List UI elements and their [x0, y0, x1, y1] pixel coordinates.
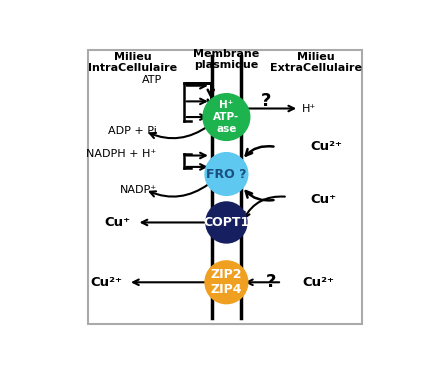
Text: ?: ? [265, 273, 275, 291]
Text: Milieu
IntraCellulaire: Milieu IntraCellulaire [88, 51, 177, 73]
Text: NADP⁺: NADP⁺ [119, 185, 156, 195]
Text: Cu²⁺: Cu²⁺ [90, 276, 122, 289]
Text: NADPH + H⁺: NADPH + H⁺ [86, 149, 156, 159]
Text: FRO ?: FRO ? [206, 168, 246, 181]
Text: Cu²⁺: Cu²⁺ [301, 276, 333, 289]
Text: H⁺
ATP-
ase: H⁺ ATP- ase [213, 100, 239, 134]
Ellipse shape [205, 202, 246, 243]
Text: Cu²⁺: Cu²⁺ [310, 141, 342, 154]
Ellipse shape [205, 261, 247, 304]
Text: Cu⁺: Cu⁺ [310, 193, 336, 206]
Text: ?: ? [261, 92, 271, 110]
Ellipse shape [203, 94, 249, 140]
Text: Membrane
plasmique: Membrane plasmique [193, 49, 259, 70]
Ellipse shape [205, 153, 247, 195]
Text: ATP: ATP [142, 75, 162, 85]
Text: ZIP2
ZIP4: ZIP2 ZIP4 [210, 268, 242, 296]
Text: H⁺: H⁺ [301, 104, 315, 114]
Text: COPT1: COPT1 [203, 216, 249, 229]
Text: Cu⁺: Cu⁺ [105, 216, 131, 229]
Text: Milieu
ExtraCellulaire: Milieu ExtraCellulaire [269, 51, 361, 73]
FancyBboxPatch shape [88, 50, 361, 324]
Text: ADP + Pi: ADP + Pi [107, 126, 156, 136]
